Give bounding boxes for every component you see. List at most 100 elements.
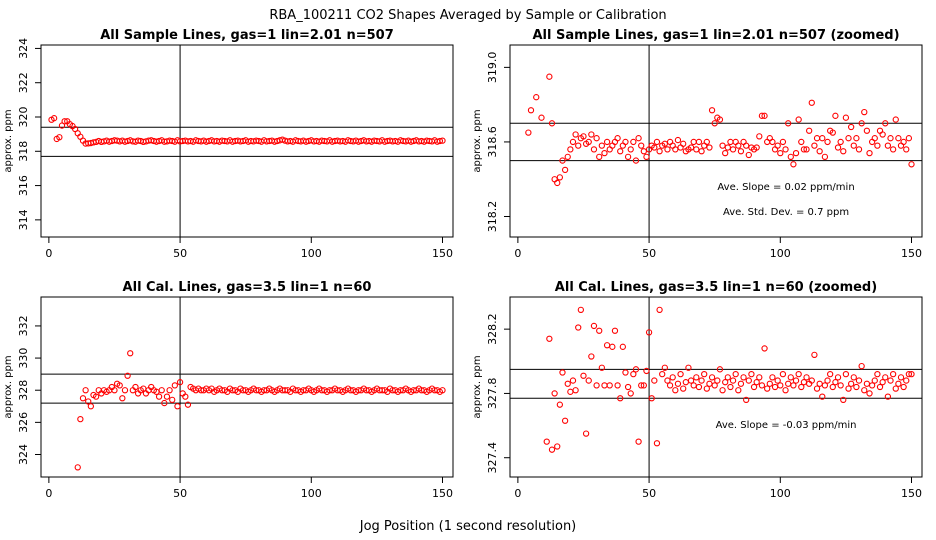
data-point (884, 393, 892, 400)
data-point (758, 382, 766, 389)
data-point (82, 387, 89, 394)
data-point (680, 385, 687, 392)
y-tick-label: 328.2 (486, 313, 499, 345)
data-point (837, 382, 844, 389)
y-tick-label: 316 (17, 175, 30, 196)
data-point (868, 382, 876, 389)
plot-frame (40, 296, 454, 478)
data-point (603, 138, 611, 146)
data-point (756, 374, 763, 381)
data-point (575, 324, 582, 331)
data-point (729, 146, 737, 153)
data-point (729, 377, 737, 384)
data-point (829, 129, 836, 136)
data-point (719, 142, 726, 149)
data-point (674, 136, 682, 144)
data-point (693, 146, 700, 153)
y-tick-label: 327.4 (486, 442, 499, 474)
data-point (674, 380, 682, 387)
annotation: Ave. Slope = 0.02 ppm/min (717, 182, 854, 193)
data-point (779, 370, 787, 378)
data-point (735, 387, 742, 394)
data-point (824, 377, 831, 384)
data-point (840, 148, 847, 155)
data-point (727, 383, 734, 391)
y-tick-label: 328 (17, 380, 30, 401)
x-tick-label: 0 (45, 247, 52, 260)
y-tick-label: 318.6 (486, 126, 499, 158)
data-point (606, 382, 613, 389)
data-point (716, 366, 724, 373)
data-point (787, 374, 794, 381)
data-point (908, 161, 915, 168)
data-point (603, 342, 611, 349)
data-point (632, 366, 640, 373)
data-point (834, 144, 842, 151)
data-point (61, 118, 68, 125)
data-point (624, 383, 632, 391)
data-point (546, 73, 553, 80)
data-point (624, 153, 632, 160)
data-point (161, 399, 168, 407)
data-point (750, 383, 758, 391)
data-point (653, 440, 661, 447)
data-point (588, 353, 595, 360)
data-point (585, 377, 592, 384)
data-point (800, 146, 808, 153)
data-point (687, 144, 695, 151)
y-tick-label: 326 (17, 412, 30, 433)
data-point (900, 383, 907, 391)
data-point (706, 144, 713, 151)
x-tick-label: 0 (514, 487, 521, 500)
data-point (871, 377, 878, 384)
data-point (693, 374, 700, 381)
data-point (790, 161, 797, 168)
data-point (635, 135, 642, 142)
data-point (614, 382, 621, 389)
data-point (577, 306, 585, 314)
data-point (785, 380, 792, 387)
data-point (556, 174, 564, 181)
data-point (774, 142, 781, 149)
data-point (892, 385, 899, 392)
data-point (816, 148, 823, 155)
data-point (887, 135, 894, 142)
data-point (808, 99, 815, 106)
data-point (572, 387, 579, 394)
data-point (588, 131, 595, 138)
data-point (892, 116, 899, 123)
data-point (882, 120, 889, 127)
data-point (764, 385, 771, 392)
data-point (703, 385, 710, 392)
data-point (687, 377, 695, 384)
data-point (648, 395, 655, 402)
data-point (622, 369, 629, 376)
data-point (708, 374, 716, 381)
data-point (601, 149, 608, 157)
data-point (853, 383, 860, 391)
data-point (561, 417, 569, 424)
data-point (905, 370, 913, 378)
x-tick-label: 50 (173, 247, 187, 260)
data-point (698, 148, 705, 155)
data-point (582, 430, 590, 437)
data-point (155, 393, 163, 400)
data-point (690, 382, 697, 389)
data-point (643, 153, 650, 160)
data-point (601, 382, 608, 389)
data-point (119, 395, 126, 402)
data-point (630, 138, 637, 146)
data-point (569, 138, 577, 146)
annotation: Ave. Slope = -0.03 ppm/min (716, 420, 857, 431)
data-point (748, 370, 755, 378)
plot-frame (40, 44, 454, 238)
y-tick-label: 320 (17, 107, 30, 128)
data-point (124, 372, 131, 379)
data-point (827, 370, 834, 378)
data-point (803, 146, 810, 153)
data-point (771, 383, 779, 391)
data-point (819, 393, 826, 400)
x-tick-label: 150 (432, 487, 453, 500)
data-point (722, 149, 729, 157)
